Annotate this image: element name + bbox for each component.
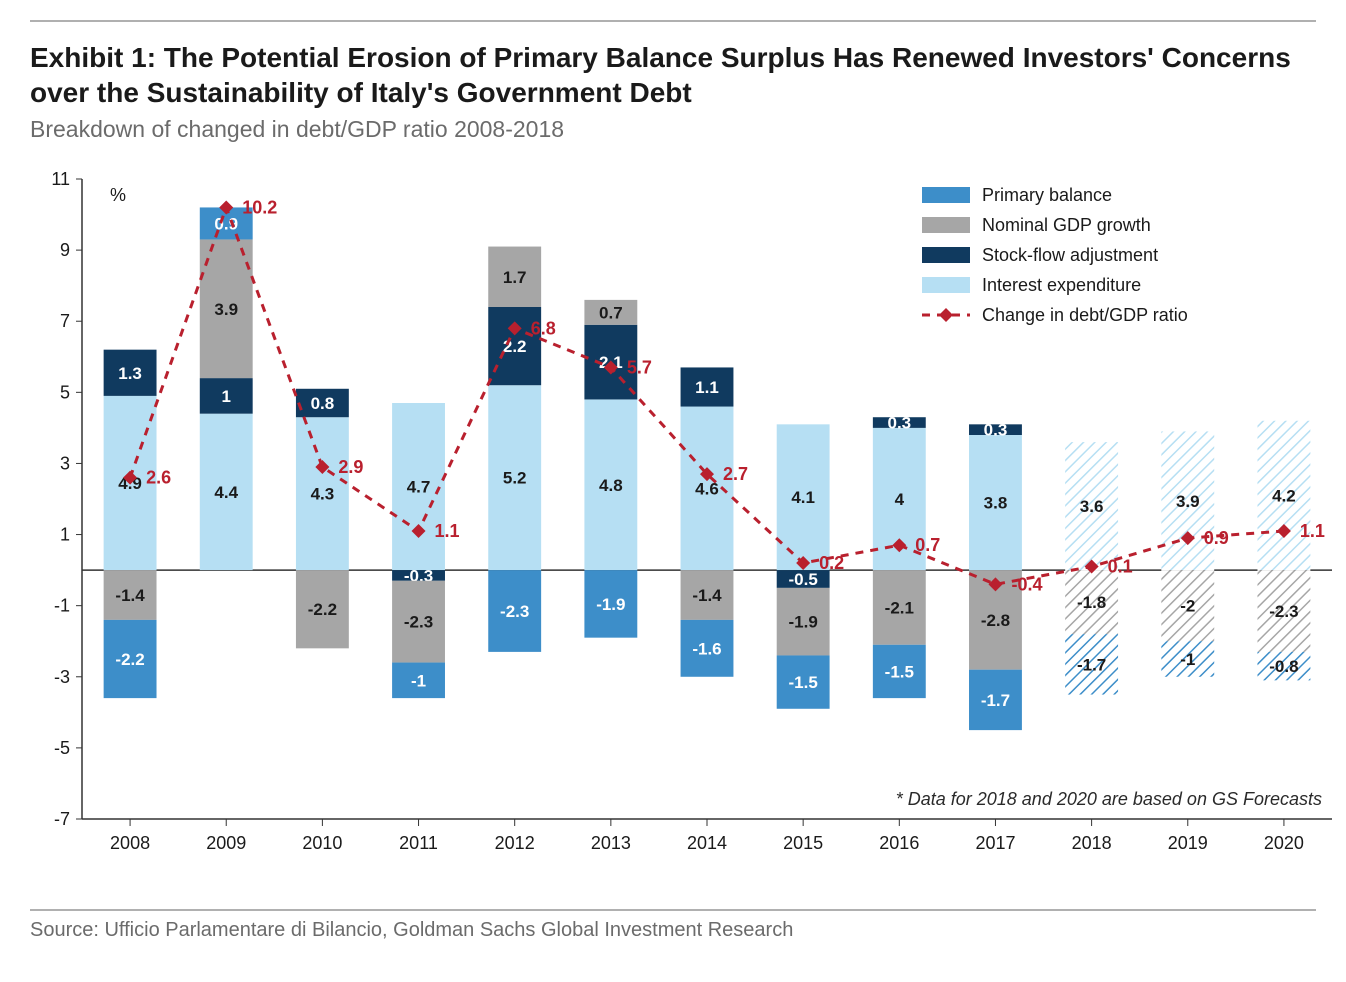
change-value-label: 1.1 xyxy=(435,521,460,541)
change-value-label: 0.9 xyxy=(1204,528,1229,548)
x-tick-label: 2014 xyxy=(687,833,727,853)
x-tick-label: 2020 xyxy=(1264,833,1304,853)
bar-value-label: -2.2 xyxy=(115,650,144,669)
change-value-label: 1.1 xyxy=(1300,521,1325,541)
bar-value-label: 4.3 xyxy=(311,485,335,504)
bar-value-label: 3.8 xyxy=(984,494,1008,513)
svg-text:7: 7 xyxy=(60,311,70,331)
change-value-label: -0.4 xyxy=(1011,574,1042,594)
bar-value-label: 0.3 xyxy=(984,421,1008,440)
bar-value-label: 1.1 xyxy=(695,378,719,397)
bar-value-label: 2.2 xyxy=(503,337,527,356)
x-tick-label: 2010 xyxy=(302,833,342,853)
bar-value-label: -1.4 xyxy=(692,586,722,605)
x-tick-label: 2013 xyxy=(591,833,631,853)
bar-value-label: 4.1 xyxy=(791,488,815,507)
bar-value-label: 4.4 xyxy=(214,483,238,502)
svg-text:%: % xyxy=(110,185,126,205)
x-tick-label: 2009 xyxy=(206,833,246,853)
bar-value-label: -1 xyxy=(1180,650,1195,669)
exhibit-container: Exhibit 1: The Potential Erosion of Prim… xyxy=(0,0,1346,954)
legend: Primary balance Nominal GDP growth Stock-f… xyxy=(922,185,1188,325)
change-value-label: 2.9 xyxy=(338,457,363,477)
change-value-label: 5.7 xyxy=(627,357,652,377)
legend-label: Stock-flow adjustment xyxy=(982,245,1158,265)
svg-text:3: 3 xyxy=(60,453,70,473)
bar-value-label: -0.5 xyxy=(789,570,818,589)
x-tick-label: 2016 xyxy=(879,833,919,853)
bar-value-label: 1.3 xyxy=(118,364,142,383)
svg-text:-7: -7 xyxy=(54,809,70,829)
bar-value-label: -1.9 xyxy=(789,613,818,632)
svg-text:5: 5 xyxy=(60,382,70,402)
bar-value-label: -1.9 xyxy=(596,595,625,614)
bar-value-label: -1.8 xyxy=(1077,593,1106,612)
bar-value-label: 4.2 xyxy=(1272,486,1296,505)
exhibit-subtitle: Breakdown of changed in debt/GDP ratio 2… xyxy=(30,116,1316,143)
bar-value-label: -1.5 xyxy=(885,662,914,681)
exhibit-title: Exhibit 1: The Potential Erosion of Prim… xyxy=(30,40,1316,110)
x-tick-label: 2019 xyxy=(1168,833,1208,853)
x-tick-label: 2018 xyxy=(1072,833,1112,853)
change-value-label: 0.1 xyxy=(1108,557,1133,577)
bar-value-label: 0.3 xyxy=(887,414,911,433)
bar-value-label: -2.3 xyxy=(1269,602,1298,621)
x-tick-label: 2008 xyxy=(110,833,150,853)
change-value-label: 2.7 xyxy=(723,464,748,484)
x-tick-label: 2011 xyxy=(399,833,438,853)
bottom-rule xyxy=(30,909,1316,911)
bar-value-label: 3.6 xyxy=(1080,497,1104,516)
bar-value-label: -2.3 xyxy=(500,602,529,621)
bar-value-label: -1 xyxy=(411,671,426,690)
x-tick-label: 2015 xyxy=(783,833,823,853)
svg-text:-5: -5 xyxy=(54,738,70,758)
legend-label: Interest expenditure xyxy=(982,275,1141,295)
chart-svg: -7-5-3-11357911%4.91.3-1.4-2.220084.413.… xyxy=(30,171,1332,875)
bar-value-label: -2.1 xyxy=(885,598,914,617)
bar-value-label: -0.8 xyxy=(1269,657,1298,676)
change-value-label: 0.2 xyxy=(819,553,844,573)
bar-value-label: 3.9 xyxy=(214,300,238,319)
bar-value-label: -1.4 xyxy=(115,586,145,605)
chart-area: -7-5-3-11357911%4.91.3-1.4-2.220084.413.… xyxy=(30,171,1316,891)
chart-footnote: * Data for 2018 and 2020 are based on GS… xyxy=(896,789,1322,809)
legend-label: Primary balance xyxy=(982,185,1112,205)
change-value-label: 6.8 xyxy=(531,318,556,338)
bar-value-label: -2.8 xyxy=(981,611,1010,630)
change-value-label: 10.2 xyxy=(242,197,277,217)
bar-value-label: -1.6 xyxy=(692,639,721,658)
x-tick-label: 2017 xyxy=(975,833,1015,853)
svg-text:-1: -1 xyxy=(54,596,70,616)
bar-value-label: -2.2 xyxy=(308,600,337,619)
source-line: Source: Ufficio Parlamentare di Bilancio… xyxy=(30,919,1316,942)
bar-value-label: 1 xyxy=(221,387,230,406)
svg-text:11: 11 xyxy=(51,171,70,189)
bar-value-label: -2.3 xyxy=(404,613,433,632)
top-rule xyxy=(30,20,1316,22)
legend-label: Nominal GDP growth xyxy=(982,215,1151,235)
bar-value-label: -1.7 xyxy=(981,691,1010,710)
bar-value-label: 0.7 xyxy=(599,303,623,322)
bar-value-label: 4 xyxy=(895,490,905,509)
bar-value-label: 4.7 xyxy=(407,478,431,497)
bar-value-label: 0.8 xyxy=(311,394,335,413)
change-value-label: 2.6 xyxy=(146,468,171,488)
bar-value-label: -1.7 xyxy=(1077,655,1106,674)
svg-text:9: 9 xyxy=(60,240,70,260)
change-value-label: 0.7 xyxy=(915,535,940,555)
bar-value-label: 5.2 xyxy=(503,469,527,488)
bar-value-label: 4.8 xyxy=(599,476,623,495)
svg-text:1: 1 xyxy=(60,525,70,545)
bar-value-label: 3.9 xyxy=(1176,492,1200,511)
x-tick-label: 2012 xyxy=(495,833,535,853)
bar-value-label: -2 xyxy=(1180,597,1195,616)
bar-value-label: -1.5 xyxy=(789,673,818,692)
svg-text:-3: -3 xyxy=(54,667,70,687)
bar-value-label: 1.7 xyxy=(503,268,527,287)
legend-label: Change in debt/GDP ratio xyxy=(982,305,1188,325)
